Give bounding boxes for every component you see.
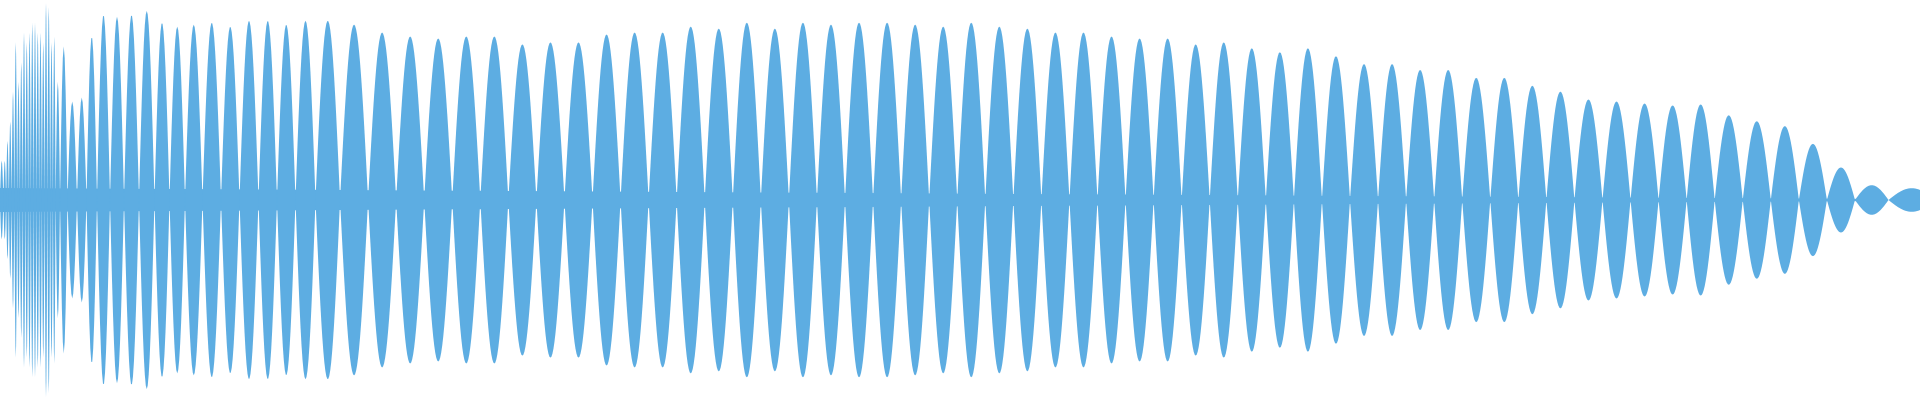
waveform-lobe xyxy=(1237,48,1266,352)
waveform-lobe xyxy=(1686,104,1715,296)
waveform-lobe xyxy=(52,36,56,364)
waveform-lobe xyxy=(1153,38,1182,362)
waveform-lobes xyxy=(0,3,1920,397)
waveform-lobe xyxy=(957,22,986,378)
waveform-lobe xyxy=(1462,77,1491,323)
waveform-lobe xyxy=(169,26,185,374)
waveform-lobe xyxy=(424,38,453,362)
waveform-lobe xyxy=(154,23,170,377)
waveform-lobe xyxy=(17,81,20,319)
waveform-lobe xyxy=(3,160,7,240)
waveform-lobe xyxy=(452,36,481,364)
waveform-lobe xyxy=(788,22,817,378)
waveform-lobe xyxy=(1125,38,1154,362)
waveform-lobe xyxy=(97,16,110,384)
waveform-lobe xyxy=(508,44,537,356)
waveform-lobe xyxy=(816,24,846,376)
waveform-lobe xyxy=(396,36,425,364)
waveform-lobe xyxy=(36,32,40,368)
waveform-lobe xyxy=(47,6,51,394)
waveform-lobe xyxy=(873,22,902,378)
waveform-lobe xyxy=(124,15,139,385)
waveform-lobe xyxy=(30,22,34,378)
waveform-lobe xyxy=(1742,121,1771,279)
waveform-lobe xyxy=(315,21,341,379)
waveform-lobe xyxy=(1209,42,1238,358)
waveform-lobe xyxy=(1265,52,1294,348)
waveform-lobe xyxy=(33,22,37,378)
waveform-lobe xyxy=(6,140,9,260)
waveform-lobe xyxy=(67,101,77,299)
waveform-lobe xyxy=(202,23,221,377)
waveform-lobe xyxy=(41,42,45,358)
waveform-lobe xyxy=(732,22,761,378)
waveform-lobe xyxy=(929,26,958,374)
waveform-lobe xyxy=(1574,99,1603,301)
waveform-lobe xyxy=(564,42,593,358)
waveform-lobe xyxy=(620,32,649,368)
waveform-lobe xyxy=(221,27,240,373)
waveform-lobe xyxy=(1069,32,1098,368)
waveform-lobe xyxy=(1798,143,1827,257)
waveform-lobe xyxy=(86,38,97,362)
waveform-lobe xyxy=(39,32,42,368)
waveform-lobe xyxy=(25,42,29,358)
waveform-lobe xyxy=(258,21,277,379)
waveform-lobe xyxy=(340,24,369,376)
waveform-lobe xyxy=(1602,101,1631,299)
waveform-lobe xyxy=(676,26,705,374)
waveform-lobe xyxy=(50,42,53,358)
waveform-lobe xyxy=(1854,185,1889,215)
waveform-lobe xyxy=(592,34,621,366)
waveform-lobe xyxy=(536,42,565,358)
waveform-lobe xyxy=(295,20,316,380)
waveform-lobe xyxy=(277,25,296,375)
waveform-lobe xyxy=(55,81,60,319)
waveform-lobe xyxy=(110,16,124,384)
waveform-lobe xyxy=(480,36,509,364)
waveform-lobe xyxy=(1826,167,1855,233)
waveform-lobe xyxy=(985,26,1014,374)
waveform-lobe xyxy=(239,21,259,379)
waveform-lobe xyxy=(11,91,15,309)
waveform-lobe xyxy=(1321,56,1350,344)
waveform-lobe xyxy=(648,32,677,368)
waveform-lobe xyxy=(0,160,4,240)
waveform-lobe xyxy=(1630,103,1659,297)
waveform-lobe xyxy=(704,28,733,372)
waveform-lobe xyxy=(845,22,874,378)
waveform-lobe xyxy=(1406,69,1435,331)
waveform-lobe xyxy=(1888,188,1920,212)
waveform-lobe xyxy=(760,28,789,372)
waveform-lobe xyxy=(1490,77,1519,323)
waveform-lobe xyxy=(1041,32,1070,368)
waveform-lobe xyxy=(1434,69,1463,331)
waveform-lobe xyxy=(77,97,87,303)
waveform-lobe xyxy=(14,42,18,358)
waveform-lobe xyxy=(60,46,68,354)
waveform-lobe xyxy=(1658,105,1687,295)
waveform-lobe xyxy=(1546,91,1575,309)
waveform-lobe xyxy=(1518,85,1547,315)
waveform-lobe xyxy=(139,10,155,390)
waveform-lobe xyxy=(22,32,26,368)
waveform-lobe xyxy=(1293,48,1322,352)
waveform-lobe xyxy=(185,24,203,376)
waveform-lobe xyxy=(1013,28,1042,372)
waveform-lobe xyxy=(19,62,23,338)
waveform-lobe xyxy=(28,32,31,368)
waveform-lobe xyxy=(901,24,930,376)
waveform-lobe xyxy=(1378,64,1407,336)
waveform-lobe xyxy=(1181,44,1210,356)
waveform-lobe xyxy=(8,121,12,279)
waveform-lobe xyxy=(1714,115,1743,285)
waveform-lobe xyxy=(1770,126,1799,274)
waveform-lobe xyxy=(1349,64,1379,336)
waveform-lobe xyxy=(1097,36,1126,364)
waveform-lobe xyxy=(368,32,397,368)
waveform-lobe xyxy=(44,3,48,397)
